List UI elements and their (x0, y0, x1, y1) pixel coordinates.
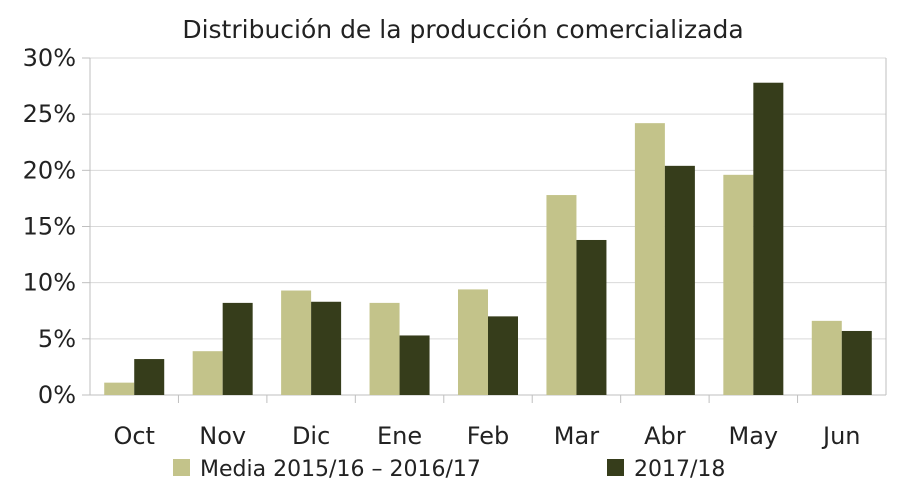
bar-jun-series-2 (841, 330, 872, 395)
x-category-label: Nov (199, 422, 246, 450)
y-tick-label: 15% (23, 213, 76, 241)
bar-oct-series-1 (104, 382, 135, 395)
legend: Media 2015/16 – 2016/17 2017/18 (173, 457, 725, 482)
x-category-label: Mar (554, 422, 599, 450)
x-category-label: May (729, 422, 779, 450)
bar-dic-series-1 (281, 290, 312, 395)
x-axis-categories: Oct Nov Dic Ene Feb Mar Abr May Jun (113, 422, 860, 450)
y-tick-label: 10% (23, 269, 76, 297)
bar-feb-series-1 (458, 289, 488, 395)
bar-nov-series-2 (222, 302, 253, 395)
y-tick-label: 0% (38, 381, 76, 409)
legend-label: Media 2015/16 – 2016/17 (200, 457, 481, 482)
bar-dic-series-2 (311, 301, 342, 395)
legend-swatch (607, 459, 624, 476)
y-tick-label: 25% (23, 100, 76, 128)
bar-mar-series-1 (546, 195, 577, 395)
bar-jun-series-1 (811, 320, 842, 395)
bar-mar-series-2 (576, 239, 607, 395)
bar-ene-series-1 (369, 302, 400, 395)
chart-title: Distribución de la producción comerciali… (182, 15, 743, 44)
x-category-label: Feb (467, 422, 510, 450)
legend-label: 2017/18 (634, 457, 725, 482)
x-category-label: Ene (377, 422, 422, 450)
bar-may-series-2 (753, 82, 784, 396)
x-category-label: Oct (113, 422, 155, 450)
bar-feb-series-2 (488, 316, 518, 395)
bar-oct-series-2 (134, 359, 165, 395)
y-tick-label: 20% (23, 156, 76, 184)
x-category-label: Abr (644, 422, 686, 450)
y-tick-label: 30% (23, 44, 76, 72)
bar-abr-series-1 (634, 123, 665, 396)
y-tick-label: 5% (38, 325, 76, 353)
x-category-label: Dic (292, 422, 330, 450)
bar-abr-series-2 (664, 165, 695, 395)
bars (104, 82, 872, 396)
bar-may-series-1 (723, 174, 754, 395)
bar-ene-series-2 (399, 335, 430, 395)
y-axis-ticks: 0% 5% 10% 15% 20% 25% 30% (23, 44, 76, 409)
x-category-label: Jun (821, 422, 861, 450)
legend-swatch (173, 459, 190, 476)
bar-nov-series-1 (192, 351, 223, 395)
